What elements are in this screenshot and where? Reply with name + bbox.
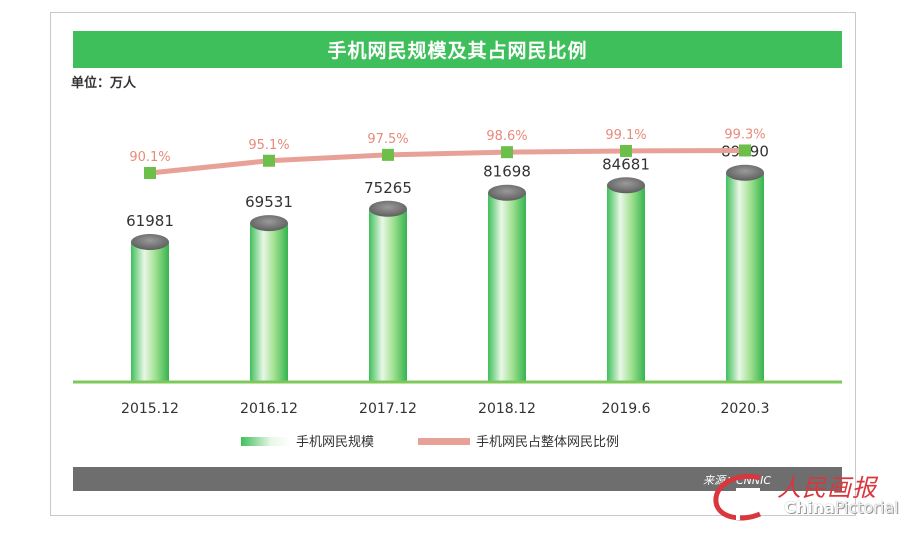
watermark-en-bold: China bbox=[784, 498, 835, 517]
ratio-marker bbox=[739, 144, 751, 157]
watermark-en-text: ChinaPictorial bbox=[784, 498, 899, 517]
x-tick-label: 2016.12 bbox=[240, 401, 298, 417]
bar-cap-2016.12 bbox=[250, 215, 288, 232]
ratio-value-label: 98.6% bbox=[486, 129, 527, 144]
x-tick-label: 2017.12 bbox=[359, 401, 417, 417]
bar-2020.3 bbox=[726, 172, 764, 382]
bar-cap-2018.12 bbox=[488, 184, 526, 201]
ratio-marker bbox=[382, 148, 394, 161]
x-tick-label: 2015.12 bbox=[121, 401, 179, 417]
bar-value-label: 69531 bbox=[245, 193, 293, 211]
bar-cap-2019.6 bbox=[607, 177, 645, 194]
legend-label-bar: 手机网民规模 bbox=[296, 435, 374, 450]
bar-value-label: 75265 bbox=[364, 179, 412, 197]
bar-2019.6 bbox=[607, 185, 645, 382]
ratio-value-label: 97.5% bbox=[367, 132, 408, 147]
bar-2016.12 bbox=[250, 223, 288, 382]
x-tick-label: 2018.12 bbox=[478, 401, 536, 417]
legend-swatch-bar bbox=[241, 437, 291, 446]
unit-label: 单位：万人 bbox=[71, 76, 137, 91]
bar-value-label: 84681 bbox=[602, 155, 650, 173]
bar-cap-2017.12 bbox=[369, 200, 407, 217]
ratio-value-label: 90.1% bbox=[129, 150, 170, 165]
bar-2017.12 bbox=[369, 208, 407, 382]
ratio-marker bbox=[263, 154, 275, 167]
ratio-marker bbox=[501, 146, 513, 159]
watermark-en-light: Pictorial bbox=[834, 498, 899, 517]
bar-value-label: 81698 bbox=[483, 163, 531, 181]
footer-bar bbox=[73, 467, 842, 491]
ratio-value-label: 99.1% bbox=[605, 128, 646, 143]
ratio-value-label: 95.1% bbox=[248, 138, 289, 153]
ratio-marker bbox=[144, 167, 156, 179]
bar-2015.12 bbox=[131, 242, 169, 382]
legend-swatch-line bbox=[418, 438, 470, 445]
ratio-value-label: 99.3% bbox=[724, 127, 765, 142]
ratio-marker bbox=[620, 144, 632, 157]
watermark: 人民画报 ChinaPictorial bbox=[706, 464, 899, 526]
ratio-line bbox=[149, 147, 746, 176]
bar-cap-2020.3 bbox=[726, 164, 764, 181]
x-tick-label: 2019.6 bbox=[602, 401, 651, 417]
watermark-cn-text: 人民画报 bbox=[777, 474, 877, 502]
bar-2018.12 bbox=[488, 192, 526, 382]
chart-title: 手机网民规模及其占网民比例 bbox=[73, 31, 842, 68]
watermark-logo-icon bbox=[713, 474, 762, 521]
bar-value-label: 61981 bbox=[126, 212, 174, 230]
bar-cap-2015.12 bbox=[131, 234, 169, 250]
legend-label-line: 手机网民占整体网民比例 bbox=[476, 435, 619, 450]
x-tick-label: 2020.3 bbox=[721, 401, 770, 417]
chart-frame bbox=[50, 12, 856, 516]
